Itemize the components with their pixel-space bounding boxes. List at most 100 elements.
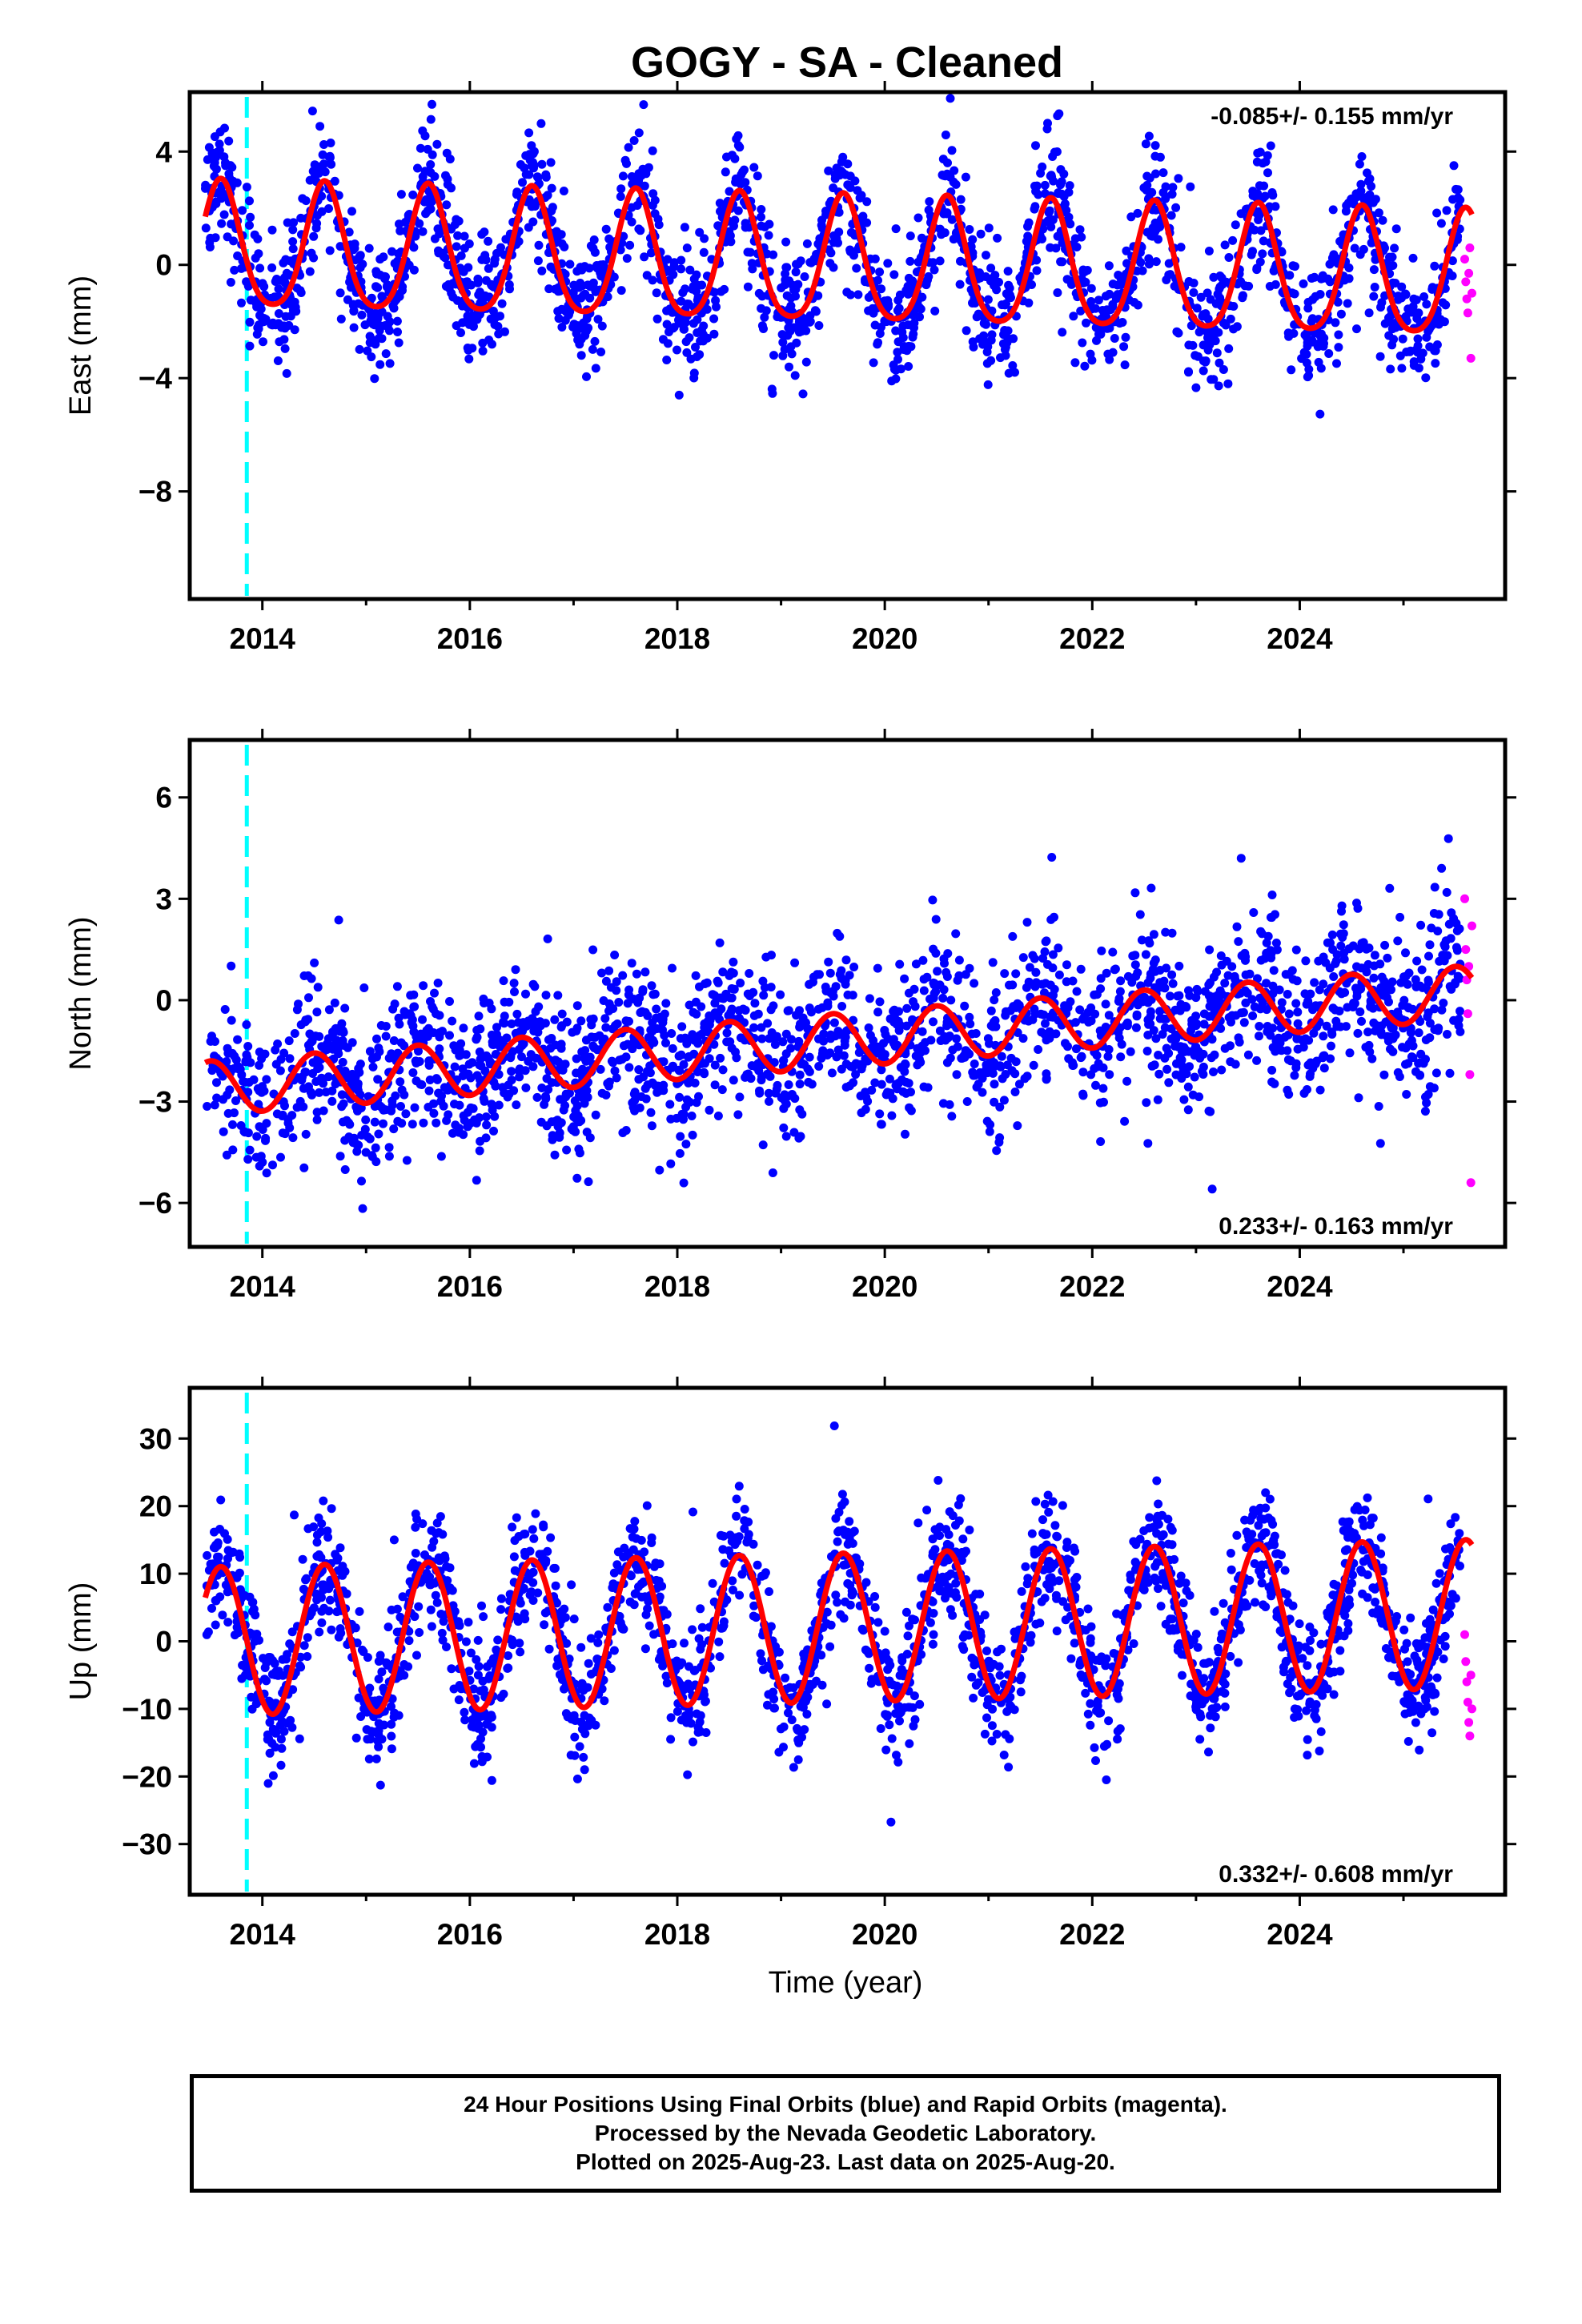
final-orbit-point	[1248, 1011, 1258, 1020]
final-orbit-point	[621, 1126, 631, 1135]
final-orbit-point	[1205, 945, 1215, 955]
final-orbit-point	[351, 1733, 361, 1743]
final-orbit-point	[1443, 1030, 1452, 1039]
final-orbit-point	[1003, 267, 1013, 276]
final-orbit-point	[537, 1084, 547, 1092]
final-orbit-point	[556, 230, 566, 239]
final-orbit-point	[556, 1039, 566, 1049]
final-orbit-point	[554, 314, 564, 324]
rapid-orbit-point	[1462, 294, 1472, 304]
x-tick-label: 2024	[1267, 1270, 1333, 1303]
final-orbit-point	[958, 1054, 967, 1063]
final-orbit-point	[562, 1017, 572, 1027]
final-orbit-point	[796, 1132, 805, 1141]
final-orbit-point	[418, 227, 428, 236]
final-orbit-point	[1448, 195, 1458, 204]
final-orbit-point	[634, 128, 644, 138]
final-orbit-point	[608, 1024, 617, 1034]
final-orbit-point	[1002, 299, 1010, 308]
final-orbit-point	[596, 1064, 605, 1074]
final-orbit-point	[273, 1039, 283, 1048]
final-orbit-point	[873, 963, 882, 973]
final-orbit-point	[681, 284, 690, 294]
final-orbit-point	[233, 1035, 243, 1044]
final-orbit-point	[1329, 250, 1339, 259]
final-orbit-point	[245, 220, 254, 230]
final-orbit-point	[1082, 318, 1090, 328]
final-orbit-point	[1048, 152, 1058, 161]
final-orbit-point	[255, 1161, 264, 1171]
final-orbit-point	[484, 263, 493, 273]
final-orbit-point	[1059, 169, 1069, 179]
final-orbit-point	[710, 999, 720, 1008]
final-orbit-point	[1293, 1019, 1303, 1028]
final-orbit-point	[877, 284, 886, 294]
final-orbit-point	[450, 1062, 460, 1072]
final-orbit-point	[1025, 963, 1034, 972]
final-orbit-point	[481, 1112, 491, 1122]
final-orbit-point	[1329, 972, 1339, 981]
final-orbit-point	[679, 1178, 689, 1188]
final-orbit-point	[1217, 1065, 1227, 1075]
final-orbit-point	[753, 1009, 763, 1019]
final-orbit-point	[1352, 962, 1361, 971]
final-orbit-point	[603, 1079, 612, 1088]
final-orbit-point	[1171, 1070, 1181, 1080]
final-orbit-point	[1110, 334, 1119, 343]
final-orbit-point	[1387, 324, 1397, 334]
final-orbit-point	[218, 1610, 227, 1620]
final-orbit-point	[1018, 1034, 1028, 1043]
final-orbit-point	[599, 996, 608, 1005]
final-orbit-point	[688, 1130, 697, 1140]
final-orbit-point	[682, 348, 692, 357]
final-orbit-point	[857, 191, 866, 200]
final-orbit-point	[680, 223, 689, 232]
final-orbit-point	[768, 388, 777, 398]
final-orbit-point	[713, 221, 723, 231]
final-orbit-point	[928, 895, 938, 905]
final-orbit-point	[839, 975, 849, 985]
final-orbit-point	[478, 346, 488, 356]
final-orbit-point	[367, 1151, 377, 1160]
final-orbit-point	[982, 251, 990, 260]
model-curve	[203, 175, 1475, 334]
final-orbit-point	[787, 349, 797, 359]
final-orbit-point	[683, 300, 693, 310]
final-orbit-point	[1315, 1085, 1325, 1095]
final-orbit-point	[553, 307, 563, 316]
final-orbit-point	[943, 158, 952, 167]
final-orbit-point	[1265, 1494, 1275, 1504]
final-orbit-point	[764, 231, 773, 240]
final-orbit-point	[272, 275, 281, 283]
final-orbit-point	[546, 1043, 556, 1053]
final-orbit-point	[288, 225, 298, 235]
final-orbit-point	[662, 356, 672, 364]
final-orbit-point	[262, 1119, 271, 1128]
final-orbit-point	[729, 1076, 738, 1085]
final-orbit-point	[309, 231, 319, 241]
final-orbit-point	[802, 239, 812, 248]
final-orbit-point	[1143, 1139, 1153, 1148]
final-orbit-point	[993, 233, 1002, 243]
final-orbit-point	[355, 1068, 364, 1077]
final-orbit-point	[623, 1039, 632, 1049]
final-orbit-point	[1086, 1016, 1096, 1026]
final-orbit-point	[948, 1045, 958, 1055]
final-orbit-point	[1105, 289, 1114, 299]
final-orbit-point	[327, 1504, 336, 1514]
x-tick-label: 2018	[644, 622, 710, 655]
final-orbit-point	[909, 308, 918, 318]
final-orbit-point	[492, 248, 501, 258]
final-orbit-point	[887, 1734, 897, 1743]
final-orbit-point	[667, 1029, 677, 1038]
final-orbit-point	[1262, 1005, 1271, 1015]
final-orbit-point	[1161, 182, 1170, 191]
final-orbit-point	[1086, 283, 1096, 293]
final-orbit-point	[1452, 184, 1460, 194]
final-orbit-point	[722, 1037, 732, 1047]
final-orbit-point	[784, 1080, 793, 1089]
final-orbit-point	[1006, 1053, 1016, 1063]
final-orbit-point	[1098, 312, 1108, 322]
final-orbit-point	[445, 997, 454, 1006]
final-orbit-point	[825, 968, 835, 978]
